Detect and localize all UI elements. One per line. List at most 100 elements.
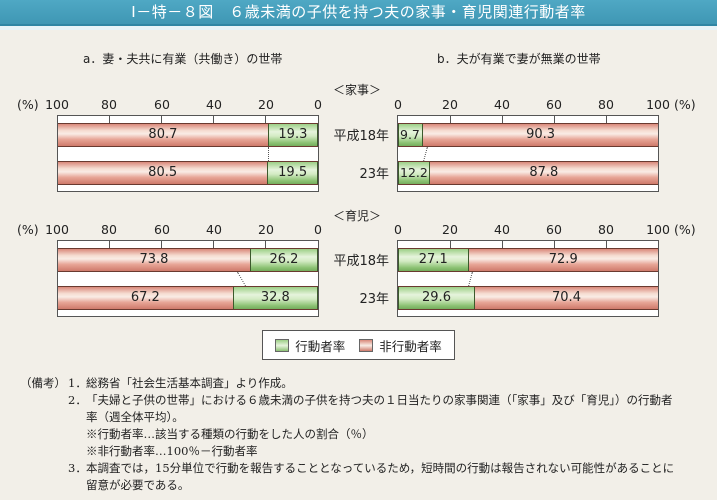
note-number: 2． bbox=[68, 393, 87, 407]
segment-non-actor: 90.3 bbox=[423, 124, 658, 146]
connector-line bbox=[267, 147, 269, 161]
segment-non-actor: 70.4 bbox=[475, 287, 658, 309]
section-household-label: ＜家事＞ bbox=[333, 83, 382, 97]
note-text: ※行動者率…該当する種類の行動をした人の割合（％） bbox=[86, 427, 374, 441]
right-axis-unit: (%) bbox=[674, 97, 696, 112]
tick-label: 60 bbox=[154, 97, 170, 112]
title-underline bbox=[0, 26, 717, 30]
tick-mark bbox=[606, 116, 607, 124]
legend-label-actor: 行動者率 bbox=[295, 338, 346, 354]
tick-mark bbox=[161, 116, 162, 124]
note-1: （備考） 1． 総務省「社会生活基本調査」より作成。 bbox=[20, 375, 674, 392]
panel-b-title: b．夫が有業で妻が無業の世帯 bbox=[437, 52, 601, 66]
section-childcare-label: ＜育児＞ bbox=[333, 209, 382, 223]
tick-mark bbox=[450, 116, 451, 124]
tick-mark bbox=[502, 241, 503, 249]
tick-label: 0 bbox=[314, 97, 322, 112]
tick-mark bbox=[213, 241, 214, 249]
tick-label: 20 bbox=[258, 222, 274, 237]
connector-line bbox=[423, 147, 428, 161]
tick-label: 40 bbox=[494, 97, 510, 112]
figure-title: Ⅰ－特－８図 ６歳未満の子供を持つ夫の家事・育児関連行動者率 bbox=[0, 0, 717, 26]
tick-mark bbox=[606, 241, 607, 249]
bar-a-childcare-h23: 67.2 32.8 bbox=[58, 286, 318, 310]
segment-actor: 19.3 bbox=[267, 124, 318, 146]
segment-actor: 19.5 bbox=[267, 162, 318, 184]
tick-label: 0 bbox=[394, 97, 402, 112]
tick-label: 80 bbox=[598, 97, 614, 112]
segment-actor: 26.2 bbox=[249, 249, 318, 271]
note-text: 「夫婦と子供の世帯」における６歳未満の子供を持つ夫の１日当たりの家事関連（「家事… bbox=[86, 393, 673, 407]
tick-mark bbox=[554, 116, 555, 124]
tick-label: 80 bbox=[101, 97, 117, 112]
legend: 行動者率 非行動者率 bbox=[262, 330, 455, 360]
legend-swatch-red bbox=[359, 338, 374, 352]
tick-label: 0 bbox=[314, 222, 322, 237]
year-label-h23: 23年 bbox=[359, 167, 389, 182]
year-label-h18: 平成18年 bbox=[333, 129, 389, 144]
tick-label: 60 bbox=[546, 222, 562, 237]
note-number: 3． bbox=[68, 461, 87, 475]
legend-item-actor: 行動者率 bbox=[275, 336, 345, 355]
tick-mark bbox=[502, 116, 503, 124]
note-2: 2． 「夫婦と子供の世帯」における６歳未満の子供を持つ夫の１日当たりの家事関連（… bbox=[20, 392, 674, 409]
segment-non-actor: 73.8 bbox=[58, 249, 250, 271]
tick-label: 40 bbox=[494, 222, 510, 237]
tick-label: 100 bbox=[646, 97, 670, 112]
connector-line bbox=[468, 272, 473, 286]
left-axis-unit: (%) bbox=[17, 222, 39, 237]
legend-swatch-green bbox=[275, 338, 290, 352]
chart-a-household: 80.7 19.3 80.5 19.5 bbox=[57, 115, 319, 192]
chart-b-household: 9.7 90.3 12.2 87.8 bbox=[397, 115, 659, 192]
note-3: 3． 本調査では，15分単位で行動を報告することとなっているため，短時間の行動は… bbox=[20, 460, 674, 477]
segment-actor: 32.8 bbox=[232, 287, 318, 309]
right-axis-unit: (%) bbox=[674, 222, 696, 237]
tick-mark bbox=[450, 241, 451, 249]
left-axis-unit: (%) bbox=[17, 97, 39, 112]
segment-non-actor: 72.9 bbox=[468, 249, 658, 271]
notes: （備考） 1． 総務省「社会生活基本調査」より作成。 2． 「夫婦と子供の世帯」… bbox=[20, 375, 674, 494]
tick-mark bbox=[109, 116, 110, 124]
segment-non-actor: 80.5 bbox=[58, 162, 268, 184]
tick-mark bbox=[161, 241, 162, 249]
tick-label: 60 bbox=[546, 97, 562, 112]
note-text: 本調査では，15分単位で行動を報告することとなっているため，短時間の行動は報告さ… bbox=[86, 461, 675, 475]
tick-label: 80 bbox=[101, 222, 117, 237]
tick-label: 100 bbox=[45, 222, 69, 237]
tick-label: 20 bbox=[442, 97, 458, 112]
segment-actor: 27.1 bbox=[398, 249, 469, 271]
tick-label: 20 bbox=[258, 97, 274, 112]
tick-mark bbox=[265, 116, 266, 124]
year-label-h18: 平成18年 bbox=[333, 254, 389, 269]
tick-label: 100 bbox=[45, 97, 69, 112]
bar-b-household-h18: 9.7 90.3 bbox=[398, 123, 658, 147]
tick-label: 40 bbox=[206, 97, 222, 112]
segment-actor: 12.2 bbox=[398, 162, 430, 184]
segment-non-actor: 67.2 bbox=[58, 287, 233, 309]
segment-non-actor: 80.7 bbox=[58, 124, 268, 146]
legend-item-non-actor: 非行動者率 bbox=[359, 336, 442, 355]
bar-b-childcare-h23: 29.6 70.4 bbox=[398, 286, 658, 310]
tick-label: 0 bbox=[394, 222, 402, 237]
bar-b-household-h23: 12.2 87.8 bbox=[398, 161, 658, 185]
note-text: 留意が必要である。 bbox=[86, 478, 190, 492]
segment-actor: 29.6 bbox=[398, 287, 475, 309]
segment-non-actor: 87.8 bbox=[429, 162, 658, 184]
tick-label: 80 bbox=[598, 222, 614, 237]
connector-line bbox=[236, 272, 247, 286]
bar-a-household-h23: 80.5 19.5 bbox=[58, 161, 318, 185]
note-text: 率（週全体平均）。 bbox=[86, 410, 184, 424]
note-number: 1． bbox=[68, 376, 87, 390]
tick-mark bbox=[109, 241, 110, 249]
chart-b-childcare: 27.1 72.9 29.6 70.4 bbox=[397, 240, 659, 317]
tick-label: 40 bbox=[206, 222, 222, 237]
tick-mark bbox=[554, 241, 555, 249]
notes-head: （備考） bbox=[20, 376, 66, 390]
chart-a-childcare: 73.8 26.2 67.2 32.8 bbox=[57, 240, 319, 317]
tick-label: 20 bbox=[442, 222, 458, 237]
tick-label: 100 bbox=[646, 222, 670, 237]
tick-mark bbox=[265, 241, 266, 249]
segment-actor: 9.7 bbox=[398, 124, 424, 146]
note-text: 総務省「社会生活基本調査」より作成。 bbox=[86, 376, 293, 390]
legend-label-non-actor: 非行動者率 bbox=[379, 338, 442, 354]
